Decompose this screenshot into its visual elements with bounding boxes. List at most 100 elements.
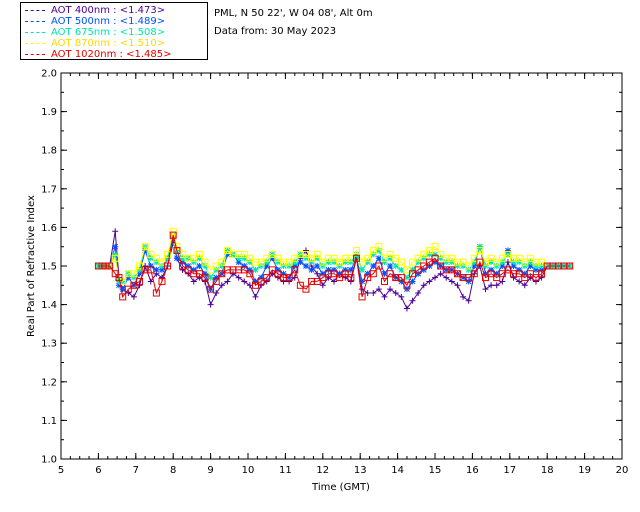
legend-label: AOT 400nm : <1.473> [51, 5, 166, 16]
data-point [370, 290, 377, 297]
data-point [274, 266, 281, 273]
data-point [425, 247, 433, 255]
data-point [130, 274, 137, 281]
data-point [454, 263, 461, 269]
data-point [364, 270, 371, 277]
data-point [147, 278, 154, 285]
legend-item-675nm: AOT 675nm : <1.508> [25, 27, 165, 38]
x-tick-label: 18 [541, 465, 554, 476]
data-point [158, 266, 165, 273]
data-point [179, 262, 187, 270]
data-point [415, 290, 422, 297]
data-point [302, 255, 309, 262]
data-point [409, 297, 416, 304]
data-point [403, 266, 411, 274]
data-point [381, 270, 388, 277]
data-point [465, 266, 472, 273]
data-point [397, 274, 405, 282]
series-line [98, 231, 570, 283]
data-point [246, 259, 253, 266]
y-tick-label: 1.6 [41, 223, 57, 234]
data-point [331, 266, 338, 273]
data-point [195, 250, 203, 258]
legend-item-500nm: AOT 500nm : <1.489> [25, 16, 165, 27]
legend-item-400nm: AOT 400nm : <1.473> [25, 5, 165, 16]
data-point [325, 274, 332, 281]
data-point [302, 247, 309, 254]
data-point [319, 263, 326, 269]
data-point [136, 266, 143, 273]
legend-item-870nm: AOT 870nm : <1.510> [25, 38, 165, 49]
data-point [164, 250, 172, 258]
data-point [336, 270, 343, 277]
data-point [527, 263, 534, 269]
data-point [403, 281, 411, 289]
data-point [526, 254, 534, 262]
y-tick-label: 2.0 [41, 69, 57, 80]
data-point [538, 266, 545, 273]
data-point [201, 258, 209, 266]
data-point [431, 254, 439, 262]
data-point [212, 277, 220, 285]
data-point [115, 278, 122, 285]
data-point [488, 259, 495, 266]
data-point [515, 254, 523, 262]
data-point [510, 263, 517, 269]
data-point [314, 263, 321, 269]
data-point [252, 266, 259, 273]
y-tick-label: 1.1 [41, 416, 57, 427]
data-point [420, 250, 428, 258]
data-point [375, 262, 383, 270]
data-point [470, 254, 478, 262]
data-point [521, 282, 528, 289]
data-point [432, 274, 438, 281]
data-point [263, 274, 271, 282]
data-point [420, 282, 427, 289]
x-tick-label: 16 [466, 465, 479, 476]
data-point [184, 266, 192, 274]
x-tick-label: 13 [354, 465, 367, 476]
data-point [196, 263, 203, 269]
data-point [538, 274, 545, 281]
data-point [493, 274, 501, 282]
data-point [258, 282, 265, 289]
data-point [432, 259, 438, 266]
x-tick-label: 8 [170, 465, 176, 476]
data-point [319, 270, 326, 277]
data-point [493, 270, 500, 277]
data-point [285, 274, 293, 282]
data-point [359, 266, 366, 273]
data-point [425, 258, 433, 266]
data-point [521, 263, 528, 269]
data-point [274, 254, 282, 262]
data-point [532, 263, 539, 269]
data-point [308, 259, 315, 266]
x-axis-label: Time (GMT) [311, 482, 370, 493]
data-point [269, 255, 276, 262]
data-point [190, 266, 197, 273]
data-point [158, 263, 165, 269]
data-point [164, 262, 172, 270]
data-point [223, 247, 231, 255]
data-point [448, 278, 455, 285]
data-point [488, 266, 495, 273]
data-point [235, 255, 242, 262]
x-tick-label: 17 [503, 465, 516, 476]
data-point [460, 263, 467, 269]
data-point [471, 263, 478, 269]
data-point [115, 274, 123, 282]
data-point [398, 293, 405, 300]
data-point [142, 263, 149, 269]
data-point [263, 254, 271, 262]
data-point [147, 266, 155, 274]
data-point [352, 254, 360, 262]
data-point [258, 263, 265, 269]
data-point [347, 266, 354, 273]
data-point [285, 258, 293, 266]
data-point [381, 259, 388, 266]
data-point [152, 254, 160, 262]
data-point [112, 251, 119, 258]
data-point [420, 266, 427, 273]
data-point [106, 262, 114, 270]
